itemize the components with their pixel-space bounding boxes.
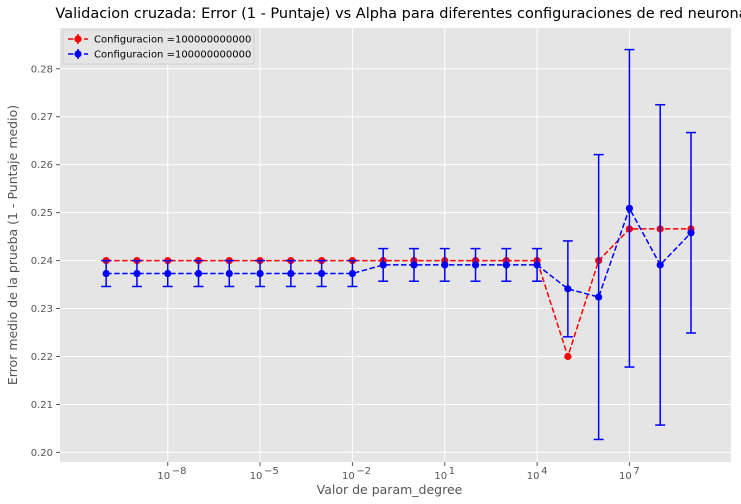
x-tick-label: 10 bbox=[157, 471, 170, 482]
legend-marker bbox=[74, 35, 82, 43]
data-point bbox=[194, 269, 203, 278]
data-point bbox=[595, 293, 603, 301]
x-tick-label-exponent: 7 bbox=[633, 466, 639, 477]
data-point bbox=[564, 352, 572, 361]
data-point bbox=[164, 269, 172, 278]
x-tick-label: 10 bbox=[250, 471, 263, 482]
x-tick-label-exponent: −2 bbox=[356, 466, 371, 477]
y-tick-label: 0.25 bbox=[31, 208, 53, 219]
legend-label: Configuracion =100000000000 bbox=[94, 50, 251, 61]
series-line bbox=[106, 228, 691, 359]
chart-title: Validacion cruzada: Error (1 - Puntaje) … bbox=[55, 6, 741, 22]
y-tick-label: 0.28 bbox=[31, 64, 53, 75]
data-point bbox=[410, 261, 418, 269]
legend-label: Configuracion =100000000000 bbox=[94, 35, 251, 46]
series-2 bbox=[101, 48, 696, 441]
data-point bbox=[564, 285, 572, 293]
data-point bbox=[102, 269, 110, 278]
y-tick-label: 0.20 bbox=[31, 448, 53, 459]
y-axis-label: Error medio de la prueba (1 - Puntaje me… bbox=[5, 105, 20, 385]
y-tick-label: 0.24 bbox=[31, 256, 53, 267]
data-point bbox=[471, 261, 480, 269]
legend: Configuracion =100000000000 Configuracion… bbox=[62, 29, 255, 65]
data-point bbox=[656, 261, 664, 269]
data-point bbox=[625, 204, 634, 212]
x-tick-label: 10 bbox=[342, 471, 355, 482]
data-point bbox=[318, 269, 326, 278]
x-axis-label: Valor de param_degree bbox=[317, 482, 463, 497]
data-point bbox=[687, 229, 695, 237]
legend-item: Configuracion =100000000000 bbox=[68, 49, 251, 61]
y-tick-label: 0.22 bbox=[31, 352, 53, 363]
data-point bbox=[256, 269, 264, 278]
data-point bbox=[225, 269, 233, 278]
data-point bbox=[348, 269, 357, 278]
series-line bbox=[106, 206, 692, 298]
legend-marker bbox=[74, 50, 82, 58]
data-point bbox=[287, 269, 295, 278]
data-point bbox=[441, 261, 449, 269]
y-tick-label: 0.26 bbox=[31, 160, 53, 171]
data-point bbox=[533, 261, 541, 269]
x-tick-label: 10 bbox=[434, 471, 447, 482]
x-tick-label-exponent: −8 bbox=[172, 466, 187, 477]
legend-box bbox=[62, 29, 255, 65]
y-tick-label: 0.27 bbox=[31, 112, 53, 123]
data-point bbox=[379, 261, 387, 269]
data-point bbox=[502, 261, 510, 269]
x-tick-label-exponent: 4 bbox=[541, 466, 547, 477]
legend-item: Configuracion =100000000000 bbox=[68, 34, 251, 46]
x-tick-label-exponent: 1 bbox=[449, 466, 455, 477]
y-tick-label: 0.23 bbox=[31, 304, 53, 315]
data-point bbox=[133, 269, 141, 278]
series-layer bbox=[101, 48, 696, 441]
y-axis: 0.20 0.21 0.22 0.23 0.24 0.25 0.26 0.27 0.28 bbox=[31, 64, 60, 459]
x-axis: 10 −8 10 −5 10 −2 10 1 10 4 10 7 bbox=[157, 462, 640, 482]
x-tick-label: 10 bbox=[527, 471, 540, 482]
plot-area bbox=[60, 28, 731, 462]
x-tick-label-exponent: −5 bbox=[264, 466, 279, 477]
x-tick-label: 10 bbox=[619, 471, 632, 482]
y-tick-label: 0.21 bbox=[31, 400, 53, 411]
